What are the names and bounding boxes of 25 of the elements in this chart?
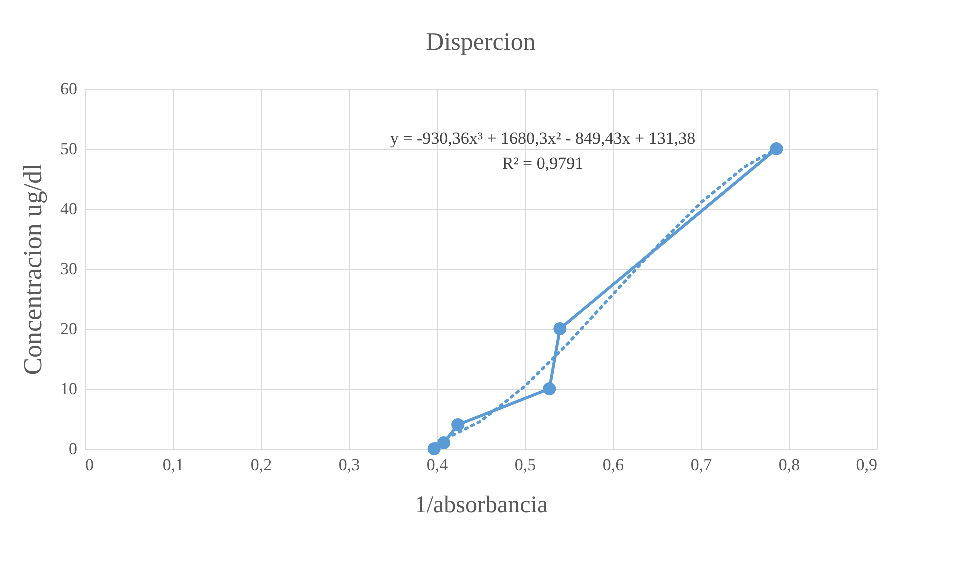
x-tick-label: 0 <box>86 456 94 474</box>
x-tick-label: 0,8 <box>778 456 800 474</box>
y-axis-title: Concentracion ug/dl <box>18 164 48 376</box>
point <box>543 382 556 396</box>
x-axis-title: 1/absorbancia <box>414 492 548 518</box>
y-tick-label: 60 <box>60 80 78 98</box>
point <box>554 322 567 336</box>
annotation: y = -930,36x³ + 1680,3x² - 849,43x + 131,38 <box>390 129 696 148</box>
y-tick-label: 40 <box>60 200 78 218</box>
x-tick-label: 0,2 <box>250 456 272 474</box>
x-tick-label: 0,5 <box>514 456 536 474</box>
x-tick-label: 0,3 <box>338 456 360 474</box>
x-tick-label: 0,4 <box>426 456 449 474</box>
y-tick-label: 20 <box>60 320 78 338</box>
annotation: R² = 0,9791 <box>502 154 584 173</box>
x-tick-label: 0,1 <box>162 456 184 474</box>
point <box>452 418 465 432</box>
x-tick-label: 0,6 <box>602 456 624 474</box>
y-tick-label: 30 <box>60 260 78 278</box>
x-tick-label: 0,9 <box>856 456 878 474</box>
y-tick-label: 50 <box>60 140 78 158</box>
y-tick-label: 10 <box>60 380 78 398</box>
y-tick-label: 0 <box>69 440 78 458</box>
x-tick-label: 0,7 <box>690 456 713 474</box>
chart-title: Dispercion <box>426 29 536 56</box>
